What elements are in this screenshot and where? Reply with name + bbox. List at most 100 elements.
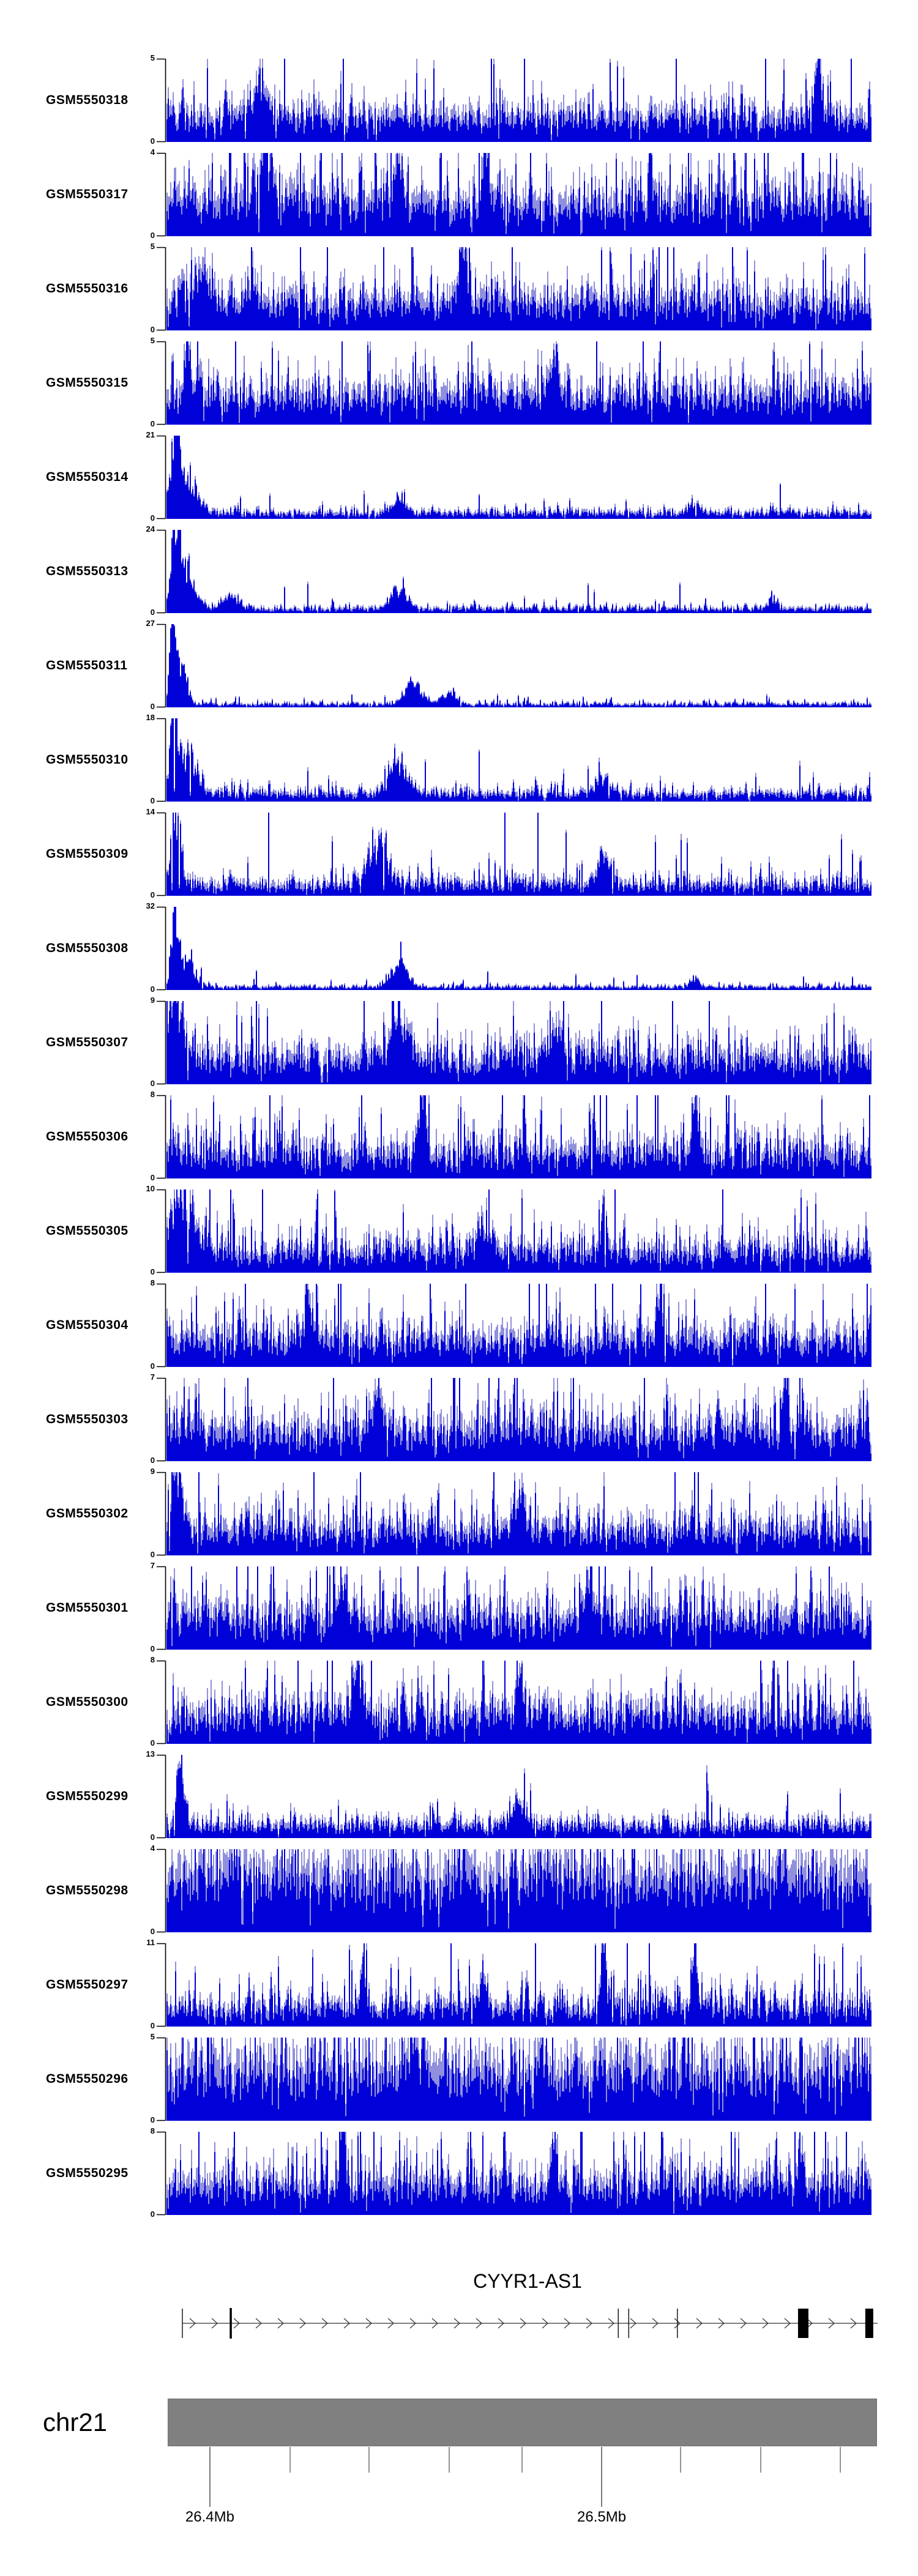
y-axis-zero-label: 0 [150,2021,155,2030]
track-row: GSM5550295 8 0 [0,2127,918,2219]
track-row: GSM5550305 10 0 [0,1185,918,1276]
track-label: GSM5550317 [46,187,129,201]
y-axis-max-label: 32 [146,901,155,910]
track-row: GSM5550300 8 0 [0,1656,918,1748]
coverage-plot [157,1095,871,1179]
coverage-plot [157,812,871,896]
y-axis-max-label: 7 [150,1372,155,1382]
track-row: GSM5550297 11 0 [0,1938,918,2030]
y-axis-max-label: 8 [150,2126,155,2135]
y-axis-zero-label: 0 [150,2209,155,2219]
track-label: GSM5550307 [46,1035,129,1049]
coverage-plot [157,529,871,614]
track-label: GSM5550300 [46,1695,129,1709]
strand-arrow-icon [277,2318,284,2329]
track-row: GSM5550307 9 0 [0,996,918,1088]
y-axis-max-label: 8 [150,1278,155,1287]
coverage-plot [157,58,871,143]
strand-arrow-icon [762,2318,769,2329]
track-row: GSM5550318 5 0 [0,54,918,146]
exon-box [865,2309,873,2338]
strand-arrow-icon [520,2318,526,2329]
strand-arrow-icon [255,2318,262,2329]
y-axis-zero-label: 0 [150,1644,155,1653]
coverage-plot [157,624,871,708]
strand-arrow-icon [608,2318,614,2329]
track-row: GSM5550298 4 0 [0,1844,918,1936]
y-axis-zero-label: 0 [150,419,155,428]
y-axis-zero-label: 0 [150,1173,155,1182]
track-label: GSM5550295 [46,2166,129,2180]
track-label: GSM5550315 [46,376,129,390]
track-label: GSM5550303 [46,1412,129,1426]
coverage-plot [157,906,871,991]
y-axis-zero-label: 0 [150,513,155,523]
track-row: GSM5550301 7 0 [0,1562,918,1653]
chromosome-label: chr21 [43,2408,108,2436]
gene-name-label: CYYR1-AS1 [473,2270,582,2292]
y-axis-zero-label: 0 [150,231,155,240]
track-label: GSM5550308 [46,941,129,955]
coverage-plot [157,1377,871,1462]
strand-arrow-icon [365,2318,372,2329]
track-label: GSM5550305 [46,1224,129,1238]
y-axis-max-label: 24 [146,524,155,534]
coverage-plot [157,1283,871,1368]
strand-arrow-icon [696,2318,703,2329]
y-axis-max-label: 5 [150,53,155,62]
strand-arrow-icon [828,2318,835,2329]
track-row: GSM5550313 24 0 [0,525,918,617]
y-axis-zero-label: 0 [150,890,155,899]
y-axis-max-label: 18 [146,713,155,722]
track-row: GSM5550317 4 0 [0,148,918,240]
track-label: GSM5550296 [46,2072,129,2086]
coverage-plot [157,1943,871,2027]
strand-arrow-icon [498,2318,504,2329]
coverage-plot [157,1754,871,1839]
strand-arrow-icon [233,2318,240,2329]
track-label: GSM5550313 [46,564,129,578]
track-label: GSM5550297 [46,1978,129,1992]
strand-arrow-icon [806,2318,813,2329]
track-row: GSM5550315 5 0 [0,337,918,428]
strand-arrow-icon [387,2318,394,2329]
y-axis-zero-label: 0 [150,985,155,994]
coverage-plot [157,341,871,425]
track-row: GSM5550316 5 0 [0,242,918,334]
genomic-ruler [209,2447,841,2507]
y-axis-max-label: 5 [150,242,155,251]
strand-arrow-icon [564,2318,570,2329]
coverage-plot [157,2131,871,2216]
y-axis-max-label: 8 [150,1655,155,1664]
strand-arrow-icon [321,2318,328,2329]
y-axis-max-label: 14 [146,807,155,816]
track-row: GSM5550299 13 0 [0,1750,918,1842]
track-label: GSM5550301 [46,1601,129,1615]
y-axis-max-label: 4 [150,1844,155,1853]
y-axis-max-label: 9 [150,1467,155,1476]
track-label: GSM5550306 [46,1130,129,1144]
strand-arrow-icon [718,2318,725,2329]
y-axis-zero-label: 0 [150,608,155,617]
y-axis-zero-label: 0 [150,325,155,334]
ruler-major-label: 26.5Mb [577,2509,627,2525]
coverage-plot [157,435,871,519]
track-label: GSM5550311 [46,658,128,672]
y-axis-max-label: 9 [150,996,155,1005]
y-axis-max-label: 11 [146,1938,155,1947]
strand-arrow-icon [674,2318,681,2329]
track-row: GSM5550302 9 0 [0,1467,918,1559]
strand-arrow-icon [299,2318,306,2329]
track-row: GSM5550304 8 0 [0,1279,918,1371]
strand-arrow-icon [652,2318,659,2329]
strand-arrow-icon [211,2318,218,2329]
gene-model-track [182,2308,878,2339]
track-row: GSM5550309 14 0 [0,808,918,899]
track-label: GSM5550316 [46,281,129,296]
y-axis-zero-label: 0 [150,1361,155,1371]
track-label: GSM5550304 [46,1318,129,1332]
track-label: GSM5550310 [46,753,129,767]
coverage-plot [157,1660,871,1744]
track-row: GSM5550308 32 0 [0,902,918,994]
